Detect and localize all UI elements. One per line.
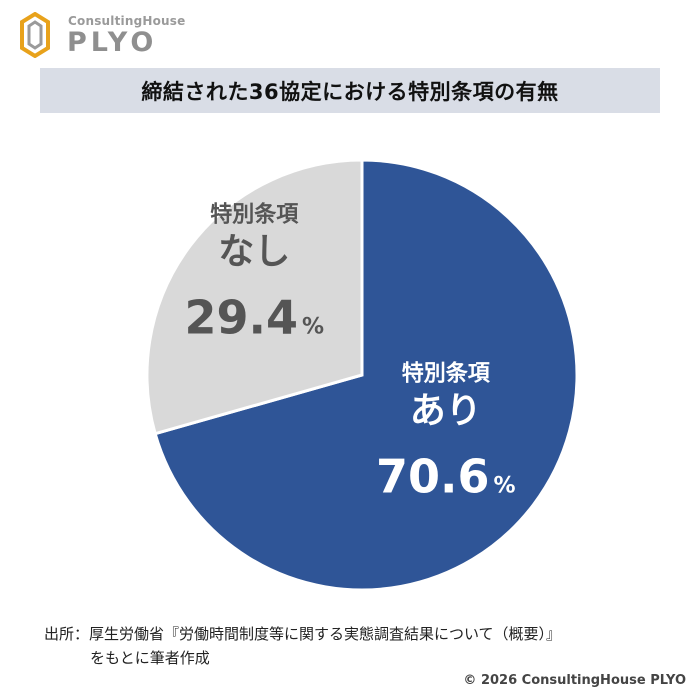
source-note: 出所：厚生労働省『労働時間制度等に関する実態調査結果について（概要）』 をもとに… — [44, 622, 561, 670]
source-line-1: 出所：厚生労働省『労働時間制度等に関する実態調査結果について（概要）』 — [44, 625, 562, 643]
slice-value-no: 29.4% — [185, 291, 325, 345]
copyright-text: © 2026 ConsultingHouse PLYO — [463, 673, 686, 688]
source-line-2: をもとに筆者作成 — [90, 649, 210, 667]
slice-label-no-line2: なし — [218, 232, 290, 273]
logo-wordmark: PLYO — [67, 27, 158, 58]
logo-subtitle: ConsultingHouse — [68, 14, 186, 28]
hexagon-logo-icon — [20, 12, 50, 58]
brand-logo: ConsultingHouse PLYO — [20, 12, 190, 60]
chart-title-bar: 締結された36協定における特別条項の有無 — [40, 68, 660, 113]
slice-label-no-line1: 特別条項 — [210, 202, 299, 228]
slice-label-yes-line2: あり — [410, 390, 482, 431]
slice-value-yes: 70.6% — [376, 449, 516, 503]
pie-slice-no — [145, 158, 364, 436]
chart-title: 締結された36協定における特別条項の有無 — [141, 79, 559, 104]
pie-slice-yes — [153, 158, 579, 592]
slice-label-yes-line1: 特別条項 — [402, 360, 491, 386]
